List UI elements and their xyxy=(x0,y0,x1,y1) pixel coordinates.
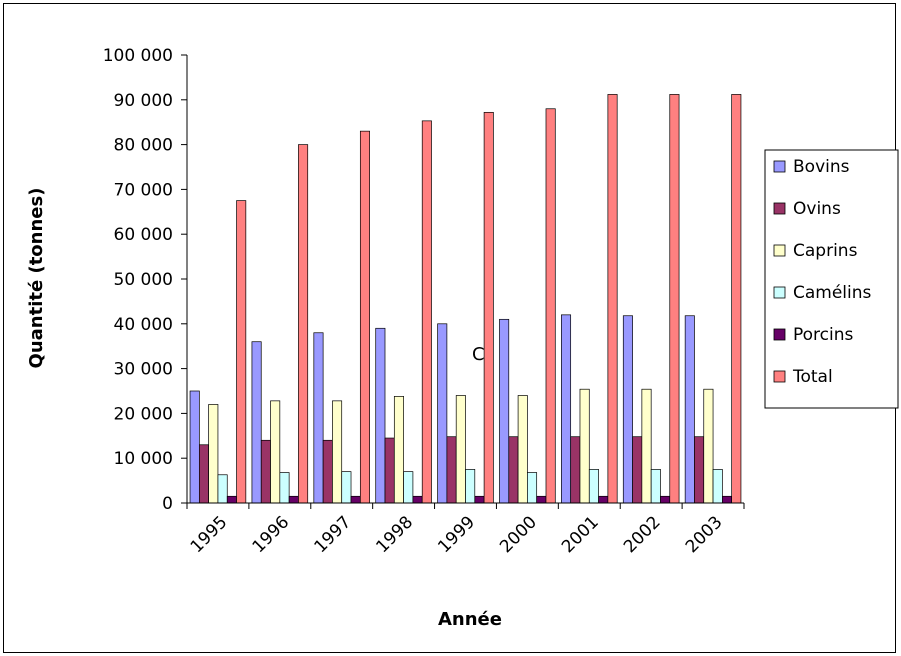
bar-total-2003 xyxy=(731,94,742,504)
bar-bovins-2002 xyxy=(622,315,633,504)
legend-label: Camélins xyxy=(793,283,872,303)
y-tick-label: 100 000 xyxy=(103,46,173,66)
y-tick-label: 20 000 xyxy=(114,404,173,424)
bar-porcins-2001 xyxy=(598,495,609,504)
bar-total-1997 xyxy=(359,130,370,504)
legend-swatch xyxy=(773,202,786,215)
bar-camlins-1997 xyxy=(341,471,352,504)
bar-caprins-2000 xyxy=(517,395,528,504)
bar-ovins-2003 xyxy=(694,436,705,504)
bar-caprins-1999 xyxy=(455,395,466,504)
bar-ovins-1999 xyxy=(446,436,457,504)
x-tick-label: 1999 xyxy=(434,512,479,557)
bar-total-1996 xyxy=(298,144,309,504)
x-tick-label: 2001 xyxy=(558,512,603,557)
bar-porcins-1996 xyxy=(288,495,299,504)
bar-caprins-1996 xyxy=(270,400,281,504)
bar-camlins-2000 xyxy=(527,472,538,504)
bar-camlins-2002 xyxy=(650,469,661,504)
legend-swatch xyxy=(773,328,786,341)
bar-bovins-2003 xyxy=(684,315,695,504)
bar-bovins-2000 xyxy=(499,318,510,504)
y-tick-label: 50 000 xyxy=(114,270,173,290)
bar-bovins-2001 xyxy=(561,314,572,504)
bar-caprins-2001 xyxy=(579,388,590,504)
bar-porcins-1997 xyxy=(350,495,361,504)
legend-label: Ovins xyxy=(793,199,841,219)
bar-ovins-1996 xyxy=(260,439,271,504)
legend-label: Bovins xyxy=(793,157,850,177)
bar-ovins-1997 xyxy=(322,439,333,504)
y-tick-label: 60 000 xyxy=(114,225,173,245)
y-tick-label: 0 xyxy=(162,494,173,514)
bar-camlins-1998 xyxy=(403,471,414,504)
y-tick-label: 80 000 xyxy=(114,136,173,156)
bar-caprins-1998 xyxy=(393,396,404,504)
legend-swatch xyxy=(773,160,786,173)
bar-camlins-1999 xyxy=(465,469,476,504)
legend-label: Porcins xyxy=(793,325,854,345)
bar-bovins-1996 xyxy=(251,341,262,504)
bar-total-2002 xyxy=(669,94,680,504)
bar-porcins-2000 xyxy=(536,495,547,504)
bar-total-1998 xyxy=(421,120,432,504)
bar-camlins-2001 xyxy=(588,469,599,504)
x-tick-label: 2003 xyxy=(682,512,727,557)
bar-caprins-2002 xyxy=(641,388,652,504)
bar-ovins-2001 xyxy=(570,436,581,504)
bar-bovins-1997 xyxy=(313,332,324,504)
bar-camlins-1996 xyxy=(279,472,290,504)
y-tick-label: 30 000 xyxy=(114,360,173,380)
legend-box xyxy=(764,149,899,409)
y-axis-title: Quantité (tonnes) xyxy=(26,188,47,369)
bar-porcins-1999 xyxy=(474,495,485,504)
bar-bovins-1999 xyxy=(437,323,448,504)
x-tick-label: 1997 xyxy=(311,512,356,557)
legend-swatch xyxy=(773,370,786,383)
x-tick-label: 1998 xyxy=(372,512,417,557)
bar-bovins-1995 xyxy=(189,390,200,504)
legend-swatch xyxy=(773,244,786,257)
bar-caprins-1995 xyxy=(208,404,219,504)
legend-swatch xyxy=(773,286,786,299)
bar-total-2000 xyxy=(545,108,556,504)
y-tick-label: 90 000 xyxy=(114,91,173,111)
x-axis-title: Année xyxy=(438,609,502,630)
bar-ovins-1995 xyxy=(198,444,209,504)
y-tick-label: 40 000 xyxy=(114,315,173,335)
bar-caprins-1997 xyxy=(332,400,343,504)
y-tick-label: 10 000 xyxy=(114,449,173,469)
bar-porcins-1995 xyxy=(226,495,237,504)
bar-total-1999 xyxy=(483,111,494,504)
bar-porcins-1998 xyxy=(412,495,423,504)
bar-ovins-1998 xyxy=(384,437,395,504)
bar-ovins-2002 xyxy=(632,436,643,504)
x-tick-label: 2002 xyxy=(620,512,665,557)
bar-porcins-2003 xyxy=(722,495,733,504)
bar-camlins-2003 xyxy=(712,469,723,504)
bar-porcins-2002 xyxy=(660,495,671,504)
chart-annotation: C xyxy=(472,344,485,365)
x-tick-label: 2000 xyxy=(496,512,541,557)
bar-total-2001 xyxy=(607,94,618,504)
legend-label: Total xyxy=(792,367,833,387)
x-tick-label: 1995 xyxy=(187,512,232,557)
legend-label: Caprins xyxy=(793,241,858,261)
y-tick-label: 70 000 xyxy=(114,180,173,200)
x-tick-label: 1996 xyxy=(249,512,294,557)
bar-caprins-2003 xyxy=(703,388,714,504)
bar-bovins-1998 xyxy=(375,327,386,504)
legend: Bovins Ovins Caprins Camélins Porcins Total xyxy=(764,149,899,409)
bar-total-1995 xyxy=(236,200,247,504)
bar-camlins-1995 xyxy=(217,474,228,504)
bar-ovins-2000 xyxy=(508,436,519,504)
